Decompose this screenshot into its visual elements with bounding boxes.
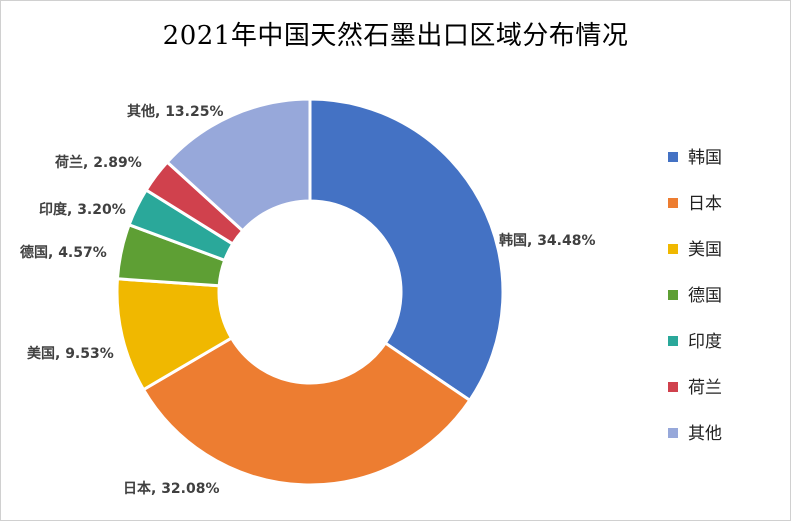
data-label-4: 德国, 4.57% <box>20 244 107 261</box>
data-label-6: 荷兰, 2.89% <box>54 154 142 171</box>
legend-label-6[interactable]: 荷兰 <box>688 378 722 398</box>
legend-label-2[interactable]: 日本 <box>688 194 722 214</box>
legend-swatch-6[interactable] <box>668 382 678 392</box>
data-label-7: 其他, 13.25% <box>127 103 224 120</box>
legend-label-7[interactable]: 其他 <box>688 424 722 444</box>
legend-swatch-4[interactable] <box>668 290 678 300</box>
legend-swatch-7[interactable] <box>668 428 678 438</box>
legend-label-1[interactable]: 韩国 <box>688 148 722 168</box>
donut-slice-7[interactable] <box>165 97 312 233</box>
legend-label-4[interactable]: 德国 <box>688 286 722 306</box>
legend-label-3[interactable]: 美国 <box>688 240 722 260</box>
chart-title: 2021年中国天然石墨出口区域分布情况 <box>162 21 629 51</box>
donut-slice-2[interactable] <box>141 335 472 487</box>
data-label-3: 美国, 9.53% <box>27 345 114 362</box>
legend-label-5[interactable]: 印度 <box>688 332 722 352</box>
data-label-1: 韩国, 34.48% <box>499 232 596 249</box>
donut-slice-1[interactable] <box>308 97 505 403</box>
legend-swatch-5[interactable] <box>668 336 678 346</box>
legend-swatch-1[interactable] <box>668 152 678 162</box>
data-label-2: 日本, 32.08% <box>123 480 220 497</box>
legend-swatch-3[interactable] <box>668 244 678 254</box>
legend-swatch-2[interactable] <box>668 198 678 208</box>
data-label-5: 印度, 3.20% <box>39 201 126 218</box>
